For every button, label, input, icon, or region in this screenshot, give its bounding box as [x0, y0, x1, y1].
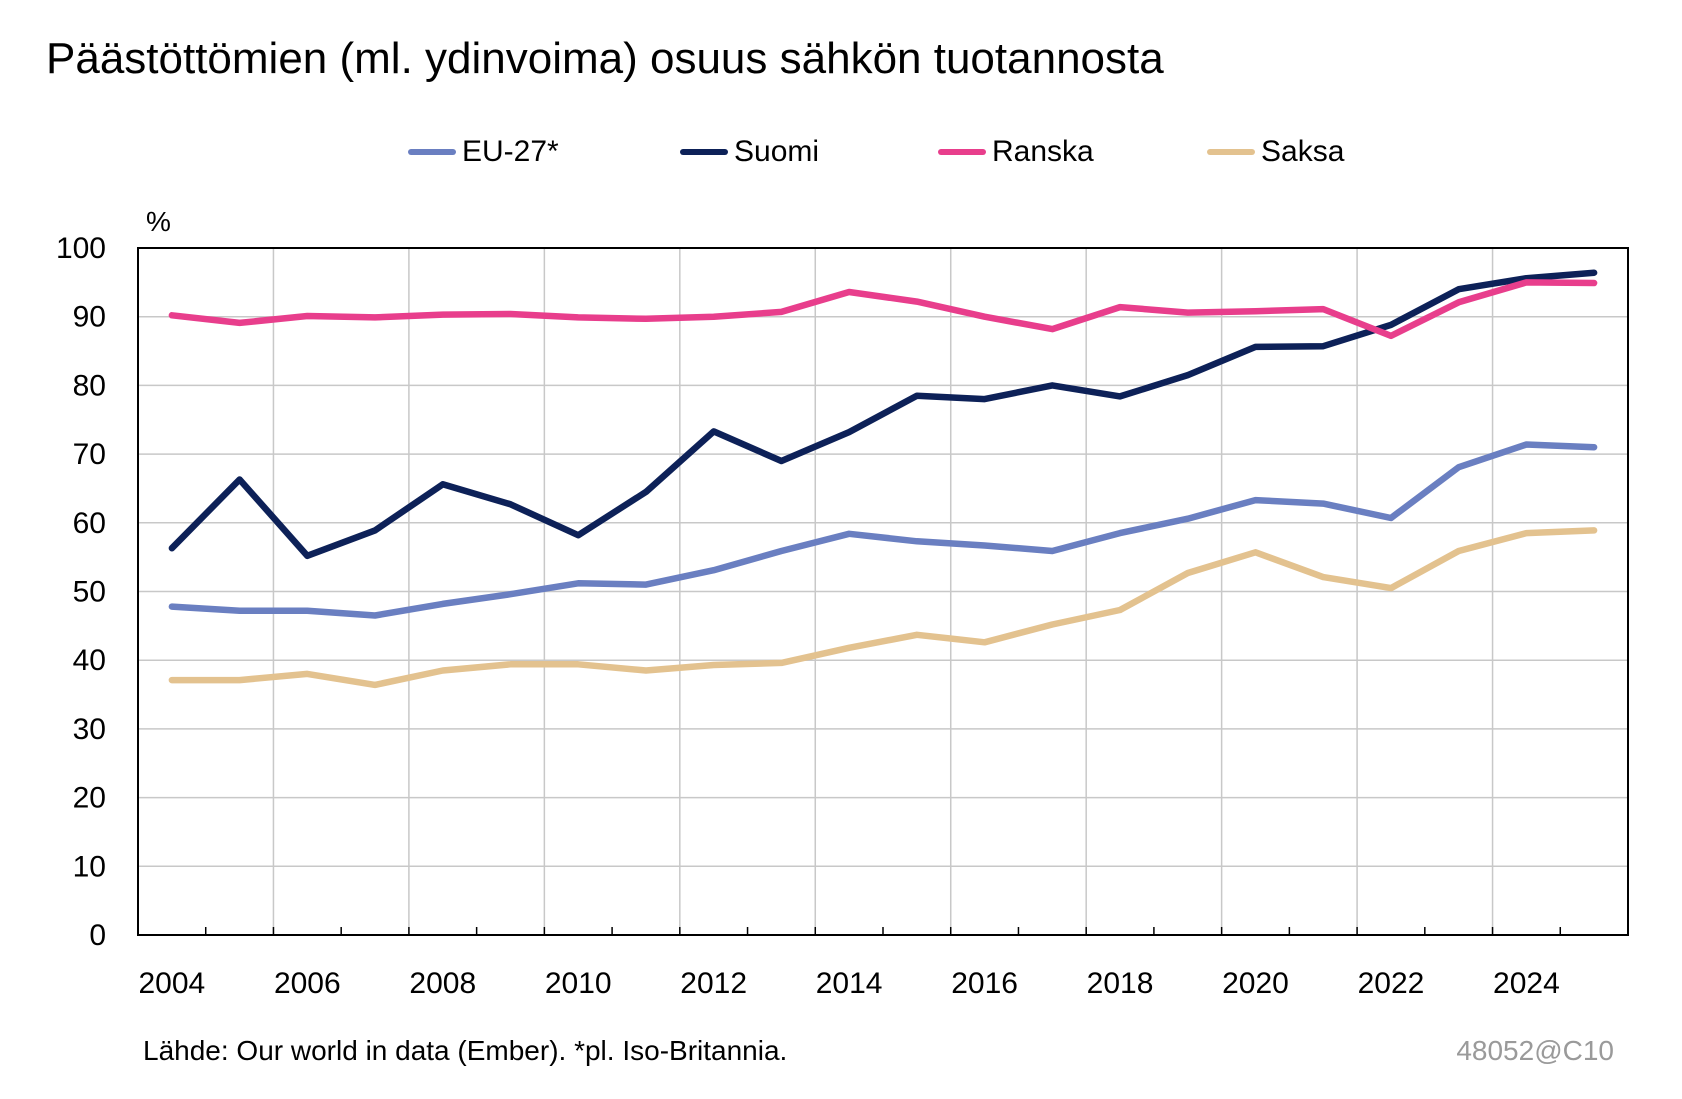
y-tick-label: 20 [73, 782, 106, 815]
plot-frame [137, 247, 1629, 936]
legend-label-ranska: Ranska [992, 135, 1094, 168]
legend-swatch-ranska [938, 149, 986, 155]
y-axis-unit: % [146, 206, 171, 237]
legend-label-suomi: Suomi [734, 135, 820, 168]
y-tick-label: 100 [56, 232, 106, 265]
chart-title: Päästöttömien (ml. ydinvoima) osuus sähk… [46, 34, 1164, 83]
chart-code: 48052@C10 [1456, 1035, 1614, 1066]
legend: EU-27* Suomi Ranska Saksa [0, 135, 1682, 175]
series-line-saksa [168, 527, 1598, 689]
legend-swatch-saksa [1207, 149, 1255, 155]
x-tick-label: 2008 [409, 967, 476, 1000]
x-tick-label: 2018 [1087, 967, 1154, 1000]
source-note: Lähde: Our world in data (Ember). *pl. I… [143, 1035, 788, 1066]
y-tick-label: 40 [73, 644, 106, 677]
x-tick-label: 2024 [1493, 967, 1560, 1000]
y-tick-label: 10 [73, 850, 106, 883]
y-tick-label: 60 [73, 507, 106, 540]
legend-item-saksa: Saksa [1207, 135, 1344, 169]
legend-swatch-eu27 [408, 149, 456, 155]
series-line-eu27 [168, 441, 1598, 619]
x-tick-label: 2016 [951, 967, 1018, 1000]
y-tick-label: 50 [73, 576, 106, 609]
legend-label-saksa: Saksa [1261, 135, 1345, 168]
x-tick-label: 2010 [545, 967, 612, 1000]
legend-label-eu27: EU-27* [462, 135, 559, 168]
legend-item-ranska: Ranska [938, 135, 1094, 169]
x-tick-label: 2022 [1358, 967, 1425, 1000]
legend-item-eu27: EU-27* [408, 135, 559, 169]
y-tick-label: 90 [73, 301, 106, 334]
x-tick-label: 2012 [680, 967, 747, 1000]
x-tick-label: 2006 [274, 967, 341, 1000]
legend-swatch-suomi [680, 149, 728, 155]
x-tick-label: 2014 [816, 967, 883, 1000]
y-tick-label: 70 [73, 438, 106, 471]
x-tick-label: 2020 [1222, 967, 1289, 1000]
y-tick-label: 0 [89, 919, 106, 952]
y-tick-label: 30 [73, 713, 106, 746]
series-line-suomi [168, 269, 1598, 560]
legend-item-suomi: Suomi [680, 135, 819, 169]
x-tick-label: 2004 [138, 967, 205, 1000]
series-line-ranska [168, 279, 1598, 340]
y-tick-label: 80 [73, 369, 106, 402]
